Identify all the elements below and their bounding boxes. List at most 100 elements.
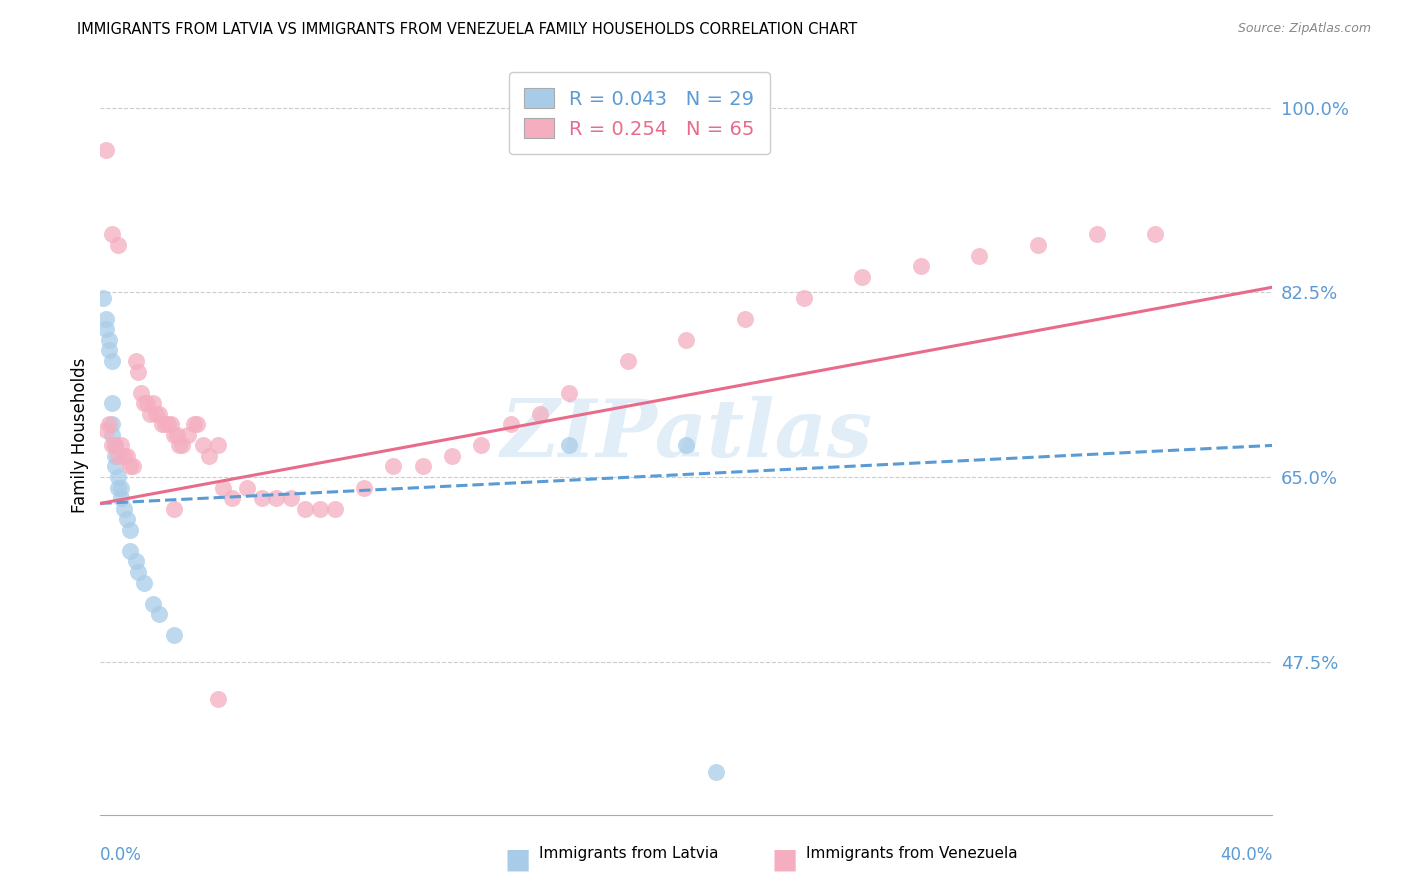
Point: [382, 459, 405, 474]
Point: [207, 691, 229, 706]
Point: [734, 311, 756, 326]
Point: [969, 248, 991, 262]
Point: [166, 428, 188, 442]
Point: [169, 438, 191, 452]
Point: [156, 417, 179, 432]
Point: [131, 385, 153, 400]
Point: [250, 491, 273, 505]
Point: [150, 417, 173, 432]
Point: [136, 396, 159, 410]
Point: [1026, 238, 1049, 252]
Text: Source: ZipAtlas.com: Source: ZipAtlas.com: [1237, 22, 1371, 36]
Point: [159, 417, 181, 432]
Text: IMMIGRANTS FROM LATVIA VS IMMIGRANTS FROM VENEZUELA FAMILY HOUSEHOLDS CORRELATIO: IMMIGRANTS FROM LATVIA VS IMMIGRANTS FRO…: [77, 22, 858, 37]
Point: [110, 481, 132, 495]
Point: [101, 227, 124, 242]
Point: [153, 417, 176, 432]
Legend: R = 0.043   N = 29, R = 0.254   N = 65: R = 0.043 N = 29, R = 0.254 N = 65: [509, 72, 770, 154]
Point: [675, 438, 697, 452]
Point: [264, 491, 287, 505]
Point: [115, 449, 138, 463]
Point: [162, 628, 184, 642]
Point: [142, 597, 165, 611]
Y-axis label: Family Households: Family Households: [72, 357, 89, 513]
Point: [221, 491, 243, 505]
Point: [134, 396, 156, 410]
Point: [148, 407, 170, 421]
Point: [183, 417, 205, 432]
Point: [101, 428, 124, 442]
Point: [910, 259, 932, 273]
Point: [186, 417, 208, 432]
Point: [294, 501, 316, 516]
Point: [162, 501, 184, 516]
Text: ZIPatlas: ZIPatlas: [501, 396, 873, 474]
Point: [107, 481, 129, 495]
Point: [104, 449, 127, 463]
Point: [172, 438, 194, 452]
Point: [112, 501, 135, 516]
Point: [212, 481, 235, 495]
Point: [104, 438, 127, 452]
Point: [124, 554, 146, 568]
Point: [127, 365, 149, 379]
Point: [127, 565, 149, 579]
Point: [191, 438, 214, 452]
Point: [529, 407, 551, 421]
Point: [121, 459, 143, 474]
Point: [353, 481, 375, 495]
Point: [98, 333, 121, 347]
Point: [96, 311, 118, 326]
Point: [101, 354, 124, 368]
Point: [236, 481, 259, 495]
Point: [851, 269, 873, 284]
Point: [104, 459, 127, 474]
Point: [675, 333, 697, 347]
Point: [162, 428, 184, 442]
Point: [558, 385, 581, 400]
Text: ■: ■: [772, 846, 799, 874]
Point: [107, 238, 129, 252]
Text: 0.0%: 0.0%: [100, 846, 142, 863]
Point: [197, 449, 219, 463]
Point: [148, 607, 170, 622]
Point: [110, 438, 132, 452]
Point: [124, 354, 146, 368]
Point: [1085, 227, 1108, 242]
Point: [440, 449, 463, 463]
Point: [142, 396, 165, 410]
Point: [101, 417, 124, 432]
Point: [617, 354, 640, 368]
Point: [98, 343, 121, 358]
Point: [704, 765, 727, 780]
Point: [139, 407, 162, 421]
Point: [118, 523, 141, 537]
Point: [115, 512, 138, 526]
Text: Immigrants from Venezuela: Immigrants from Venezuela: [806, 846, 1018, 861]
Point: [499, 417, 522, 432]
Point: [470, 438, 492, 452]
Point: [101, 438, 124, 452]
Point: [98, 417, 121, 432]
Point: [101, 396, 124, 410]
Point: [145, 407, 167, 421]
Point: [280, 491, 302, 505]
Text: ■: ■: [505, 846, 531, 874]
Point: [96, 423, 118, 437]
Point: [104, 438, 127, 452]
Point: [91, 291, 114, 305]
Point: [107, 449, 129, 463]
Point: [118, 459, 141, 474]
Point: [118, 544, 141, 558]
Point: [107, 470, 129, 484]
Point: [1144, 227, 1167, 242]
Point: [177, 428, 200, 442]
Point: [96, 143, 118, 157]
Point: [793, 291, 815, 305]
Text: Immigrants from Latvia: Immigrants from Latvia: [538, 846, 718, 861]
Point: [112, 449, 135, 463]
Point: [134, 575, 156, 590]
Point: [110, 491, 132, 505]
Point: [323, 501, 346, 516]
Text: 40.0%: 40.0%: [1220, 846, 1272, 863]
